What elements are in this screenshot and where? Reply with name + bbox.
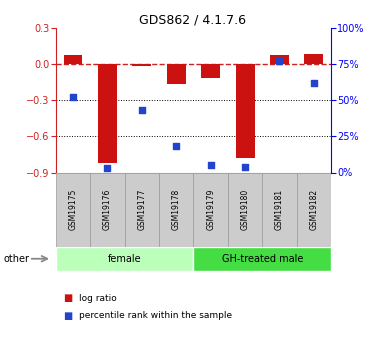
Text: GSM19179: GSM19179 [206, 189, 215, 230]
Text: GSM19180: GSM19180 [241, 189, 249, 230]
Point [173, 144, 179, 149]
Text: GSM19176: GSM19176 [103, 189, 112, 230]
Bar [64, 56, 82, 64]
Bar [236, 64, 254, 158]
Text: ■: ■ [64, 311, 73, 321]
Bar [132, 64, 151, 66]
Point [208, 162, 214, 168]
Text: percentile rank within the sample: percentile rank within the sample [79, 311, 232, 320]
Text: ■: ■ [64, 294, 73, 303]
Text: GDS862 / 4.1.7.6: GDS862 / 4.1.7.6 [139, 14, 246, 27]
FancyBboxPatch shape [56, 247, 194, 271]
Bar [270, 56, 289, 64]
Bar [305, 54, 323, 64]
Text: GSM19181: GSM19181 [275, 189, 284, 230]
Text: female: female [108, 254, 141, 264]
Point [70, 95, 76, 100]
Text: GSM19175: GSM19175 [69, 189, 77, 230]
Point [139, 107, 145, 113]
Text: GSM19177: GSM19177 [137, 189, 146, 230]
Text: GSM19182: GSM19182 [310, 189, 318, 230]
Bar [201, 64, 220, 78]
FancyBboxPatch shape [297, 172, 331, 247]
Bar [167, 64, 186, 85]
FancyBboxPatch shape [56, 172, 90, 247]
FancyBboxPatch shape [262, 172, 297, 247]
FancyBboxPatch shape [228, 172, 262, 247]
FancyBboxPatch shape [194, 247, 331, 271]
FancyBboxPatch shape [159, 172, 194, 247]
FancyBboxPatch shape [194, 172, 228, 247]
Point [276, 58, 283, 64]
Point [311, 80, 317, 86]
Point [104, 165, 110, 171]
Text: log ratio: log ratio [79, 294, 117, 303]
Point [242, 164, 248, 169]
Text: GH-treated male: GH-treated male [222, 254, 303, 264]
FancyBboxPatch shape [125, 172, 159, 247]
FancyBboxPatch shape [90, 172, 125, 247]
Text: GSM19178: GSM19178 [172, 189, 181, 230]
Bar [98, 64, 117, 163]
Text: other: other [4, 254, 30, 264]
